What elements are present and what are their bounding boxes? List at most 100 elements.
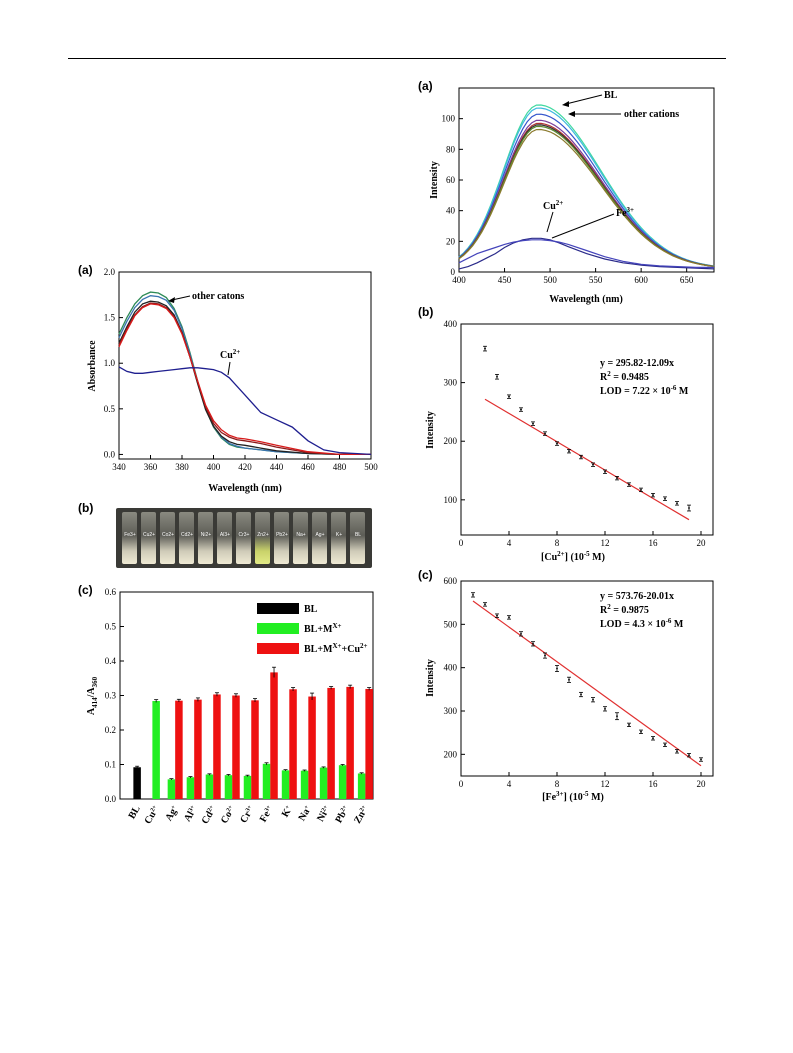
x-label-pre: [Cu — [541, 552, 558, 563]
x-tick-label: 400 — [452, 275, 466, 285]
y-tick-label: 1.0 — [104, 358, 116, 368]
x-axis-label: [Cu2+] (10-5 M) — [541, 550, 605, 563]
fit-line — [472, 600, 702, 767]
bar — [186, 777, 195, 799]
data-point — [556, 442, 558, 445]
series-line — [118, 366, 372, 456]
r2-sup: 2 — [607, 370, 611, 378]
y-axis-label: A414/A360 — [86, 676, 99, 715]
y-tick-label: 2.0 — [104, 267, 116, 277]
plot-frame — [460, 580, 714, 777]
series-line — [458, 239, 714, 268]
x-label-sup2: -5 — [584, 550, 590, 558]
y-label-a: A — [86, 707, 97, 715]
series-line — [118, 302, 371, 456]
vial — [141, 512, 156, 564]
series-line — [458, 124, 715, 267]
annotation-cu-base: Cu — [543, 201, 556, 212]
y-tick-label: 40 — [446, 206, 456, 216]
x-tick-label: 12 — [601, 538, 610, 548]
bar — [224, 775, 233, 799]
data-point — [688, 507, 690, 509]
x-tick-label: 380 — [175, 462, 189, 472]
x-tick-label: 20 — [697, 779, 707, 789]
x-tick-label-base: Cu — [143, 809, 159, 826]
x-tick-label: 0 — [459, 779, 464, 789]
x-axis-label: [Fe3+] (10-5 M) — [542, 790, 604, 803]
annotation-bl: BL — [604, 90, 618, 101]
annotation-other-catons: other catons — [192, 291, 244, 302]
series-line — [458, 128, 715, 267]
bar — [308, 696, 316, 799]
data-point — [628, 723, 630, 726]
arrow-other-catons — [171, 295, 191, 301]
data-point — [580, 693, 582, 696]
data-point — [604, 707, 606, 710]
lod-exp: -6 — [666, 617, 672, 625]
x-tick-label-sup: 2+ — [207, 804, 216, 813]
data-point — [604, 470, 606, 473]
legend-cu-sup2: 2+ — [360, 642, 368, 650]
data-point — [664, 743, 666, 746]
y-tick-label: 0.4 — [105, 656, 117, 666]
arrow-cu — [546, 211, 554, 233]
x-tick-label-base: Cr — [238, 809, 254, 825]
data-point — [580, 456, 582, 458]
y-tick-label: 20 — [446, 236, 456, 246]
y-tick-label: 100 — [442, 114, 456, 124]
vial-label: Cu2+ — [142, 532, 156, 538]
y-label-sub1: 414 — [91, 697, 99, 708]
x-tick-label: 340 — [112, 462, 126, 472]
vial-label: Na+ — [296, 532, 306, 538]
y-tick-label: 400 — [444, 319, 458, 329]
x-tick-label: Co2+ — [219, 803, 238, 825]
y-tick-label: 1.5 — [104, 313, 116, 323]
bar — [338, 765, 347, 799]
bar — [205, 774, 214, 799]
bar — [133, 767, 141, 799]
bar — [152, 701, 160, 799]
x-tick-label: 600 — [634, 275, 648, 285]
vial — [331, 512, 346, 564]
x-tick-label-sup: + — [170, 804, 177, 810]
arrow-bl — [565, 94, 603, 105]
bar — [357, 773, 366, 799]
y-tick-label: 60 — [446, 175, 456, 185]
arrowhead-other-cations — [568, 111, 575, 117]
x-label-pre: [Fe — [542, 792, 556, 803]
y-tick-label: 0.3 — [105, 691, 117, 701]
y-tick-label: 0.5 — [105, 622, 117, 632]
lod: LOD = 4.3 × 10-6 M — [600, 617, 684, 630]
annotation-fe-base: Fe — [616, 208, 627, 219]
x-tick-label: 440 — [270, 462, 284, 472]
data-point — [688, 754, 690, 757]
y-tick-label: 400 — [444, 663, 458, 673]
bar — [319, 767, 328, 799]
vial-label: Fe3+ — [124, 532, 136, 538]
data-point — [700, 758, 702, 761]
x-tick-label-sup: 3+ — [264, 804, 273, 813]
y-axis-label: Intensity — [429, 161, 440, 199]
x-tick-label: 360 — [144, 462, 158, 472]
legend-cu-sup1: X+ — [332, 642, 341, 650]
x-tick-label: 4 — [507, 538, 512, 548]
data-point — [532, 422, 534, 425]
x-tick-label: 420 — [238, 462, 252, 472]
arrow-cu — [227, 361, 231, 376]
y-tick-label: 200 — [444, 749, 458, 759]
series-line — [458, 104, 715, 267]
annotation-fe-sup: 3+ — [627, 206, 635, 214]
x-tick-label-sup: 3+ — [245, 804, 254, 813]
x-tick-label-base: Al — [182, 809, 197, 823]
vial-photo: Fe3+ Cu2+ Co2+ Cd2+ Ni2+ Al3+ Cr3+ Zn2+ Pb2+ Na+ A… — [116, 508, 372, 568]
data-point — [568, 450, 570, 453]
x-label-post: M) — [590, 552, 605, 563]
x-tick-label-sup: 2+ — [226, 804, 235, 813]
x-tick-label: 12 — [601, 779, 610, 789]
series-line — [118, 295, 371, 456]
panel-label-bars: (c) — [78, 583, 93, 597]
annotation-cu-base: Cu — [220, 350, 233, 361]
data-point — [484, 603, 486, 606]
bar — [289, 689, 297, 799]
x-tick-label: 500 — [543, 275, 557, 285]
